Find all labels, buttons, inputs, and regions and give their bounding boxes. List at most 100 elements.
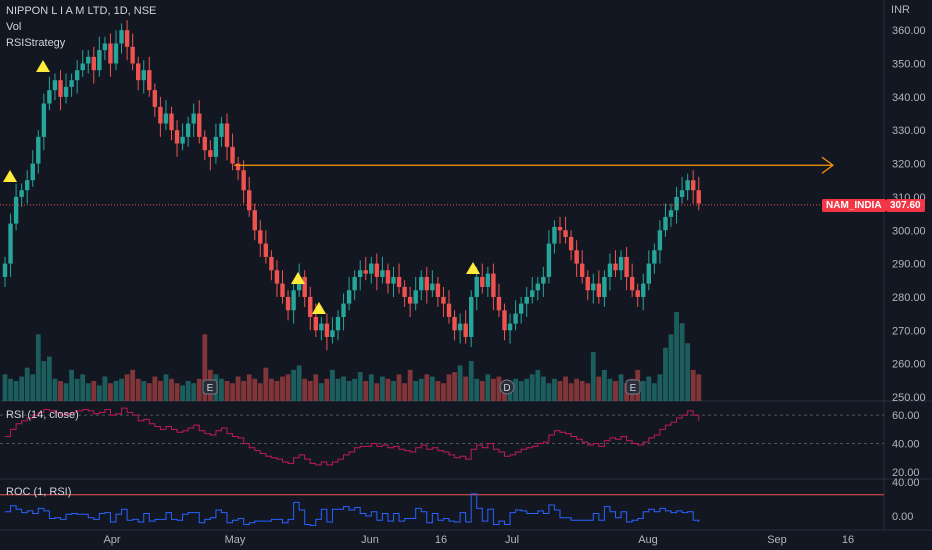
candle-body <box>424 276 429 291</box>
candle-body <box>8 223 13 264</box>
volume-bar <box>563 376 568 401</box>
candle-body <box>63 86 69 97</box>
candle-body <box>419 276 424 291</box>
volume-bar <box>424 374 430 401</box>
volume-bar <box>246 374 252 401</box>
candle-body <box>574 250 579 264</box>
candle-body <box>507 323 513 331</box>
symbol-price-tag: NAM_INDIA <box>822 199 886 212</box>
candle-body <box>657 230 663 251</box>
candle-body <box>663 216 668 231</box>
candle-body <box>530 290 535 297</box>
candle-body <box>152 90 158 107</box>
candle-body <box>86 56 91 64</box>
time-tick-label: Jul <box>505 534 519 546</box>
volume-bar <box>474 378 480 401</box>
candle-body <box>330 330 335 337</box>
volume-bar <box>113 381 119 401</box>
volume-bar <box>341 376 346 401</box>
volume-bar <box>602 369 607 401</box>
rsi-legend[interactable]: RSI (14, close) <box>6 409 79 421</box>
volume-bar <box>407 369 413 401</box>
candle-body <box>629 276 635 291</box>
price-tick-label: 270.00 <box>892 325 926 337</box>
candle-body <box>302 276 307 297</box>
price-tick-label: 300.00 <box>892 225 926 237</box>
roc-line <box>5 493 700 526</box>
volume-bar <box>380 376 385 401</box>
candle-body <box>369 263 374 274</box>
volume-bar <box>396 374 402 401</box>
candle-body <box>163 113 169 124</box>
volume-bar <box>141 381 147 401</box>
volume-bar <box>119 378 124 401</box>
volume-bar <box>257 383 263 401</box>
time-tick-label: 16 <box>842 534 854 546</box>
symbol-title[interactable]: NIPPON L I A M LTD, 1D, NSE <box>6 5 157 17</box>
volume-bar <box>496 376 502 401</box>
volume-bar <box>485 374 491 401</box>
volume-bar <box>685 343 691 401</box>
volume-bar <box>35 334 41 401</box>
price-tick-label: 320.00 <box>892 159 926 171</box>
volume-bar <box>346 381 352 401</box>
volume-bar <box>413 381 419 401</box>
candle-body <box>202 136 207 151</box>
candle-body <box>618 256 624 271</box>
candle-body <box>252 210 257 231</box>
volume-bar <box>146 383 152 401</box>
volume-legend[interactable]: Vol <box>6 21 22 33</box>
candle-body <box>469 296 474 337</box>
candle-body <box>591 283 596 291</box>
volume-bar <box>30 374 36 401</box>
signal-triangle <box>466 262 480 274</box>
candle-body <box>602 276 607 297</box>
dividend-marker <box>499 379 515 395</box>
volume-bar <box>330 369 335 401</box>
candle-body <box>474 276 479 297</box>
volume-bar <box>368 374 374 401</box>
volume-bar <box>252 378 258 401</box>
candle-body <box>624 256 629 277</box>
roc-tick-label: 40.00 <box>892 477 920 489</box>
volume-bar <box>374 383 380 401</box>
last-price-tag: 307.60 <box>886 199 925 212</box>
candle-body <box>91 56 96 71</box>
roc-legend[interactable]: ROC (1, RSI) <box>6 486 72 498</box>
candle-body <box>274 270 280 284</box>
candle-body <box>30 163 35 181</box>
candle-body <box>291 290 296 311</box>
price-tick-label: 290.00 <box>892 259 926 271</box>
candle-body <box>668 210 674 217</box>
volume-bar <box>385 378 391 401</box>
candle-body <box>580 263 585 277</box>
signal-triangle <box>3 170 17 182</box>
strategy-legend[interactable]: RSIStrategy <box>6 37 66 49</box>
volume-bar <box>690 369 696 401</box>
candle-body <box>213 136 219 157</box>
volume-bar <box>646 376 652 401</box>
price-tick-label: 330.00 <box>892 125 926 137</box>
candle-body <box>247 190 252 211</box>
volume-bar <box>202 334 208 401</box>
volume-bar <box>674 312 679 401</box>
price-tick-label: 360.00 <box>892 25 926 37</box>
volume-bar <box>357 372 363 401</box>
candle-body <box>263 243 269 257</box>
candle-body <box>374 263 380 277</box>
volume-bar <box>174 383 180 401</box>
candle-body <box>457 323 463 331</box>
volume-bar <box>291 369 296 401</box>
time-tick-label: Jun <box>361 534 379 546</box>
roc-tick-label: 0.00 <box>892 511 913 523</box>
volume-bar <box>441 383 446 401</box>
candle-body <box>58 80 63 97</box>
volume-bar <box>41 361 47 401</box>
candle-body <box>230 146 235 164</box>
volume-bar <box>102 376 108 401</box>
candle-body <box>696 190 701 204</box>
volume-bar <box>352 378 358 401</box>
volume-bar <box>241 381 247 401</box>
